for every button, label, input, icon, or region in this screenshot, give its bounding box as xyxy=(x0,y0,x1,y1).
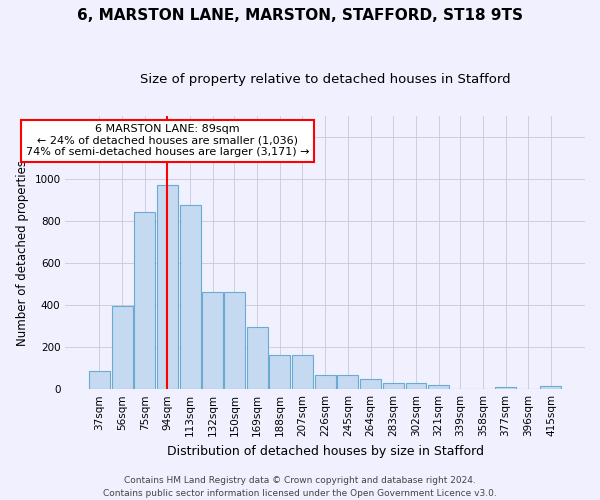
Text: 6, MARSTON LANE, MARSTON, STAFFORD, ST18 9TS: 6, MARSTON LANE, MARSTON, STAFFORD, ST18… xyxy=(77,8,523,22)
Bar xyxy=(269,355,290,389)
Bar xyxy=(360,378,381,389)
Y-axis label: Number of detached properties: Number of detached properties xyxy=(16,160,29,346)
Title: Size of property relative to detached houses in Stafford: Size of property relative to detached ho… xyxy=(140,72,511,86)
Bar xyxy=(112,306,133,389)
Bar xyxy=(134,212,155,389)
Bar xyxy=(337,375,358,389)
Bar xyxy=(224,292,245,389)
Bar xyxy=(180,205,200,389)
Bar xyxy=(202,292,223,389)
Bar xyxy=(315,375,335,389)
Bar xyxy=(383,383,404,389)
Bar xyxy=(292,355,313,389)
Text: 6 MARSTON LANE: 89sqm
← 24% of detached houses are smaller (1,036)
74% of semi-d: 6 MARSTON LANE: 89sqm ← 24% of detached … xyxy=(26,124,309,158)
Bar xyxy=(406,383,427,389)
Text: Contains HM Land Registry data © Crown copyright and database right 2024.
Contai: Contains HM Land Registry data © Crown c… xyxy=(103,476,497,498)
Bar xyxy=(247,327,268,389)
Bar xyxy=(89,372,110,389)
X-axis label: Distribution of detached houses by size in Stafford: Distribution of detached houses by size … xyxy=(167,444,484,458)
Bar xyxy=(428,385,449,389)
Bar xyxy=(495,387,516,389)
Bar xyxy=(157,185,178,389)
Bar xyxy=(541,386,562,389)
